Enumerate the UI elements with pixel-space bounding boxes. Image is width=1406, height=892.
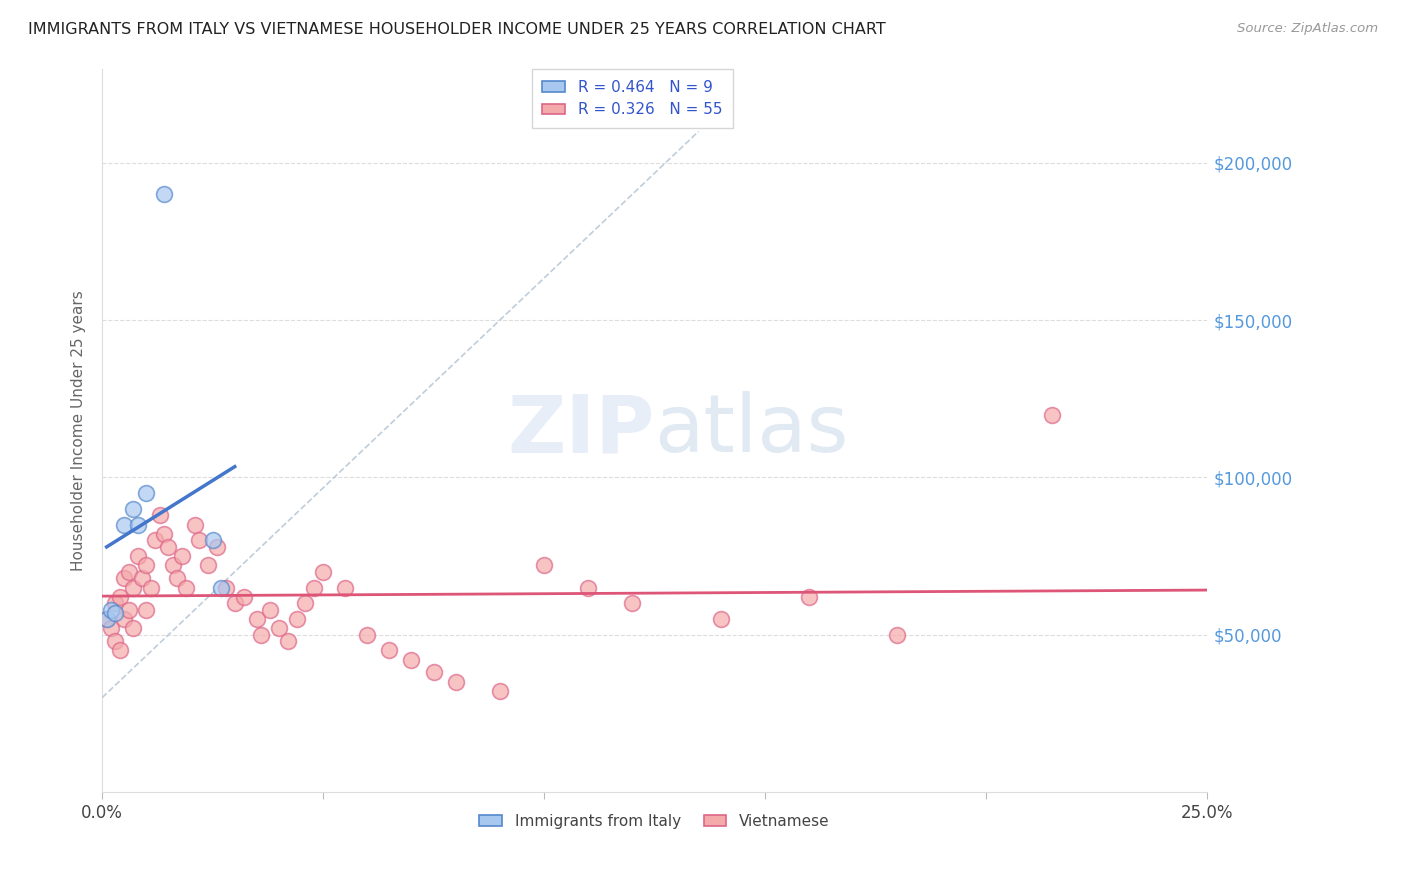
Point	[312, 565, 335, 579]
Point	[401, 653, 423, 667]
Point	[170, 549, 193, 563]
Point	[112, 517, 135, 532]
Point	[1040, 408, 1063, 422]
Point	[259, 602, 281, 616]
Point	[153, 527, 176, 541]
Point	[100, 602, 122, 616]
Point	[139, 581, 162, 595]
Point	[184, 517, 207, 532]
Point	[333, 581, 356, 595]
Point	[104, 634, 127, 648]
Point	[488, 684, 510, 698]
Point	[143, 533, 166, 548]
Point	[302, 581, 325, 595]
Point	[215, 581, 238, 595]
Point	[104, 596, 127, 610]
Point	[153, 187, 176, 202]
Text: Source: ZipAtlas.com: Source: ZipAtlas.com	[1237, 22, 1378, 36]
Point	[127, 517, 149, 532]
Point	[162, 558, 184, 573]
Point	[135, 558, 157, 573]
Point	[197, 558, 219, 573]
Point	[246, 612, 269, 626]
Point	[444, 674, 467, 689]
Point	[886, 628, 908, 642]
Point	[135, 486, 157, 500]
Point	[104, 606, 127, 620]
Text: IMMIGRANTS FROM ITALY VS VIETNAMESE HOUSEHOLDER INCOME UNDER 25 YEARS CORRELATIO: IMMIGRANTS FROM ITALY VS VIETNAMESE HOUS…	[28, 22, 886, 37]
Point	[131, 571, 153, 585]
Point	[211, 581, 233, 595]
Point	[127, 549, 149, 563]
Point	[533, 558, 555, 573]
Point	[356, 628, 378, 642]
Point	[797, 590, 820, 604]
Point	[96, 612, 118, 626]
Point	[100, 621, 122, 635]
Point	[422, 665, 444, 680]
Point	[108, 643, 131, 657]
Point	[188, 533, 211, 548]
Point	[96, 612, 118, 626]
Point	[112, 571, 135, 585]
Point	[166, 571, 188, 585]
Point	[201, 533, 224, 548]
Point	[294, 596, 316, 610]
Point	[621, 596, 644, 610]
Point	[108, 590, 131, 604]
Point	[122, 581, 145, 595]
Legend: Immigrants from Italy, Vietnamese: Immigrants from Italy, Vietnamese	[474, 808, 835, 835]
Point	[224, 596, 246, 610]
Text: ZIP: ZIP	[508, 392, 654, 469]
Y-axis label: Householder Income Under 25 years: Householder Income Under 25 years	[72, 290, 86, 571]
Point	[174, 581, 197, 595]
Point	[122, 621, 145, 635]
Point	[710, 612, 733, 626]
Point	[232, 590, 254, 604]
Point	[157, 540, 180, 554]
Point	[149, 508, 172, 523]
Point	[118, 602, 141, 616]
Point	[112, 612, 135, 626]
Point	[205, 540, 228, 554]
Point	[118, 565, 141, 579]
Point	[122, 501, 145, 516]
Point	[267, 621, 290, 635]
Point	[378, 643, 401, 657]
Text: atlas: atlas	[654, 392, 849, 469]
Point	[250, 628, 273, 642]
Point	[576, 581, 599, 595]
Point	[135, 602, 157, 616]
Point	[277, 634, 299, 648]
Point	[285, 612, 308, 626]
